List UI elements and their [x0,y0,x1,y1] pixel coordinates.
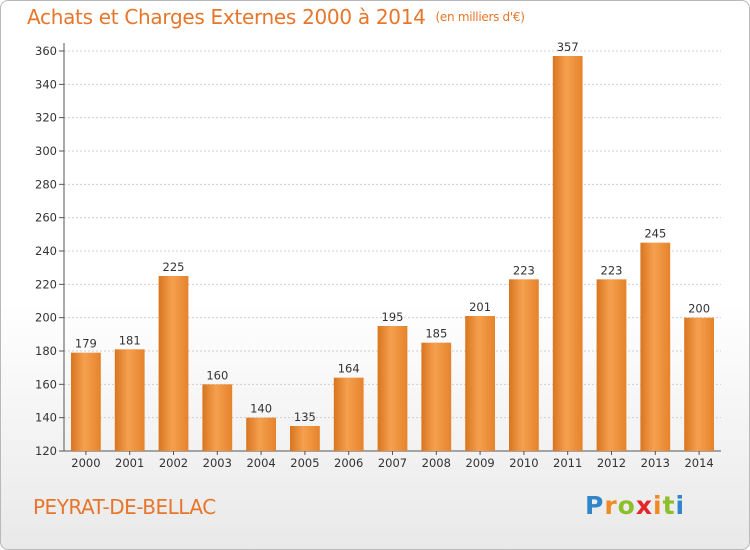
chart-subtitle: (en milliers d'€) [435,10,525,24]
bar [465,316,495,451]
y-tick-label: 260 [35,211,57,225]
bar [114,349,145,451]
chart-title: Achats et Charges Externes 2000 à 2014 (e… [27,5,525,29]
bar-value-label: 223 [601,263,623,277]
x-tick-label: 2000 [71,456,100,470]
bar [290,426,320,451]
x-tick-label: 2010 [509,456,538,470]
bar-value-label: 245 [644,227,666,241]
bar-value-label: 140 [250,402,272,416]
x-tick-label: 2007 [378,456,407,470]
proxiti-logo: Proxiti [585,491,685,520]
bar [684,317,714,451]
bar-value-label: 357 [557,40,579,54]
y-tick-label: 340 [35,77,57,91]
logo-letter: i [675,491,686,520]
bar-value-label: 160 [206,368,228,382]
x-tick-label: 2006 [334,456,363,470]
bar-value-label: 195 [382,310,404,324]
y-tick-label: 360 [35,44,57,58]
x-tick-label: 2004 [246,456,275,470]
y-tick-label: 320 [35,111,57,125]
y-tick-label: 140 [35,411,57,425]
y-tick-label: 200 [35,311,57,325]
logo-letter: i [653,491,663,520]
bar-value-label: 201 [469,300,491,314]
bar [71,352,101,451]
x-tick-label: 2009 [465,456,494,470]
bar [509,279,539,451]
x-tick-label: 2011 [553,456,582,470]
bar-value-label: 225 [163,260,185,274]
x-tick-label: 2005 [290,456,319,470]
bar [640,242,671,451]
bar-value-label: 223 [513,263,535,277]
logo-letter: x [635,491,653,520]
location-label: PEYRAT-DE-BELLAC [33,495,216,519]
bar [333,377,364,451]
logo-letter: P [585,491,605,520]
logo-letter: o [617,491,636,520]
y-tick-label: 120 [35,444,57,458]
bar-value-label: 179 [75,337,97,351]
chart-title-text: Achats et Charges Externes 2000 à 2014 [27,5,426,29]
y-tick-label: 180 [35,344,57,358]
x-tick-label: 2013 [641,456,670,470]
logo-letter: r [604,491,618,520]
y-tick-label: 240 [35,244,57,258]
x-tick-label: 2012 [597,456,626,470]
x-tick-label: 2014 [684,456,713,470]
x-tick-label: 2003 [203,456,232,470]
bar [552,56,583,451]
x-tick-label: 2002 [159,456,188,470]
bar [202,384,233,451]
bar [421,342,452,451]
x-tick-label: 2008 [422,456,451,470]
y-tick-label: 160 [35,377,57,391]
bar [158,276,189,451]
logo-letter: t [662,491,676,520]
bar-value-label: 164 [338,362,360,376]
bars [71,56,714,451]
bar-value-label: 185 [425,327,447,341]
bar-value-label: 200 [688,302,710,316]
x-tick-label: 2001 [115,456,144,470]
y-tick-label: 280 [35,177,57,191]
bar-value-label: 135 [294,410,316,424]
bar [377,326,408,451]
bar-value-label: 181 [119,333,141,347]
bar [246,417,276,451]
y-tick-label: 300 [35,144,57,158]
y-tick-label: 220 [35,277,57,291]
labels: 120 140 160 180 200 220 240 260 280 300 320 340 360 1… [35,40,714,470]
bar [596,279,627,451]
